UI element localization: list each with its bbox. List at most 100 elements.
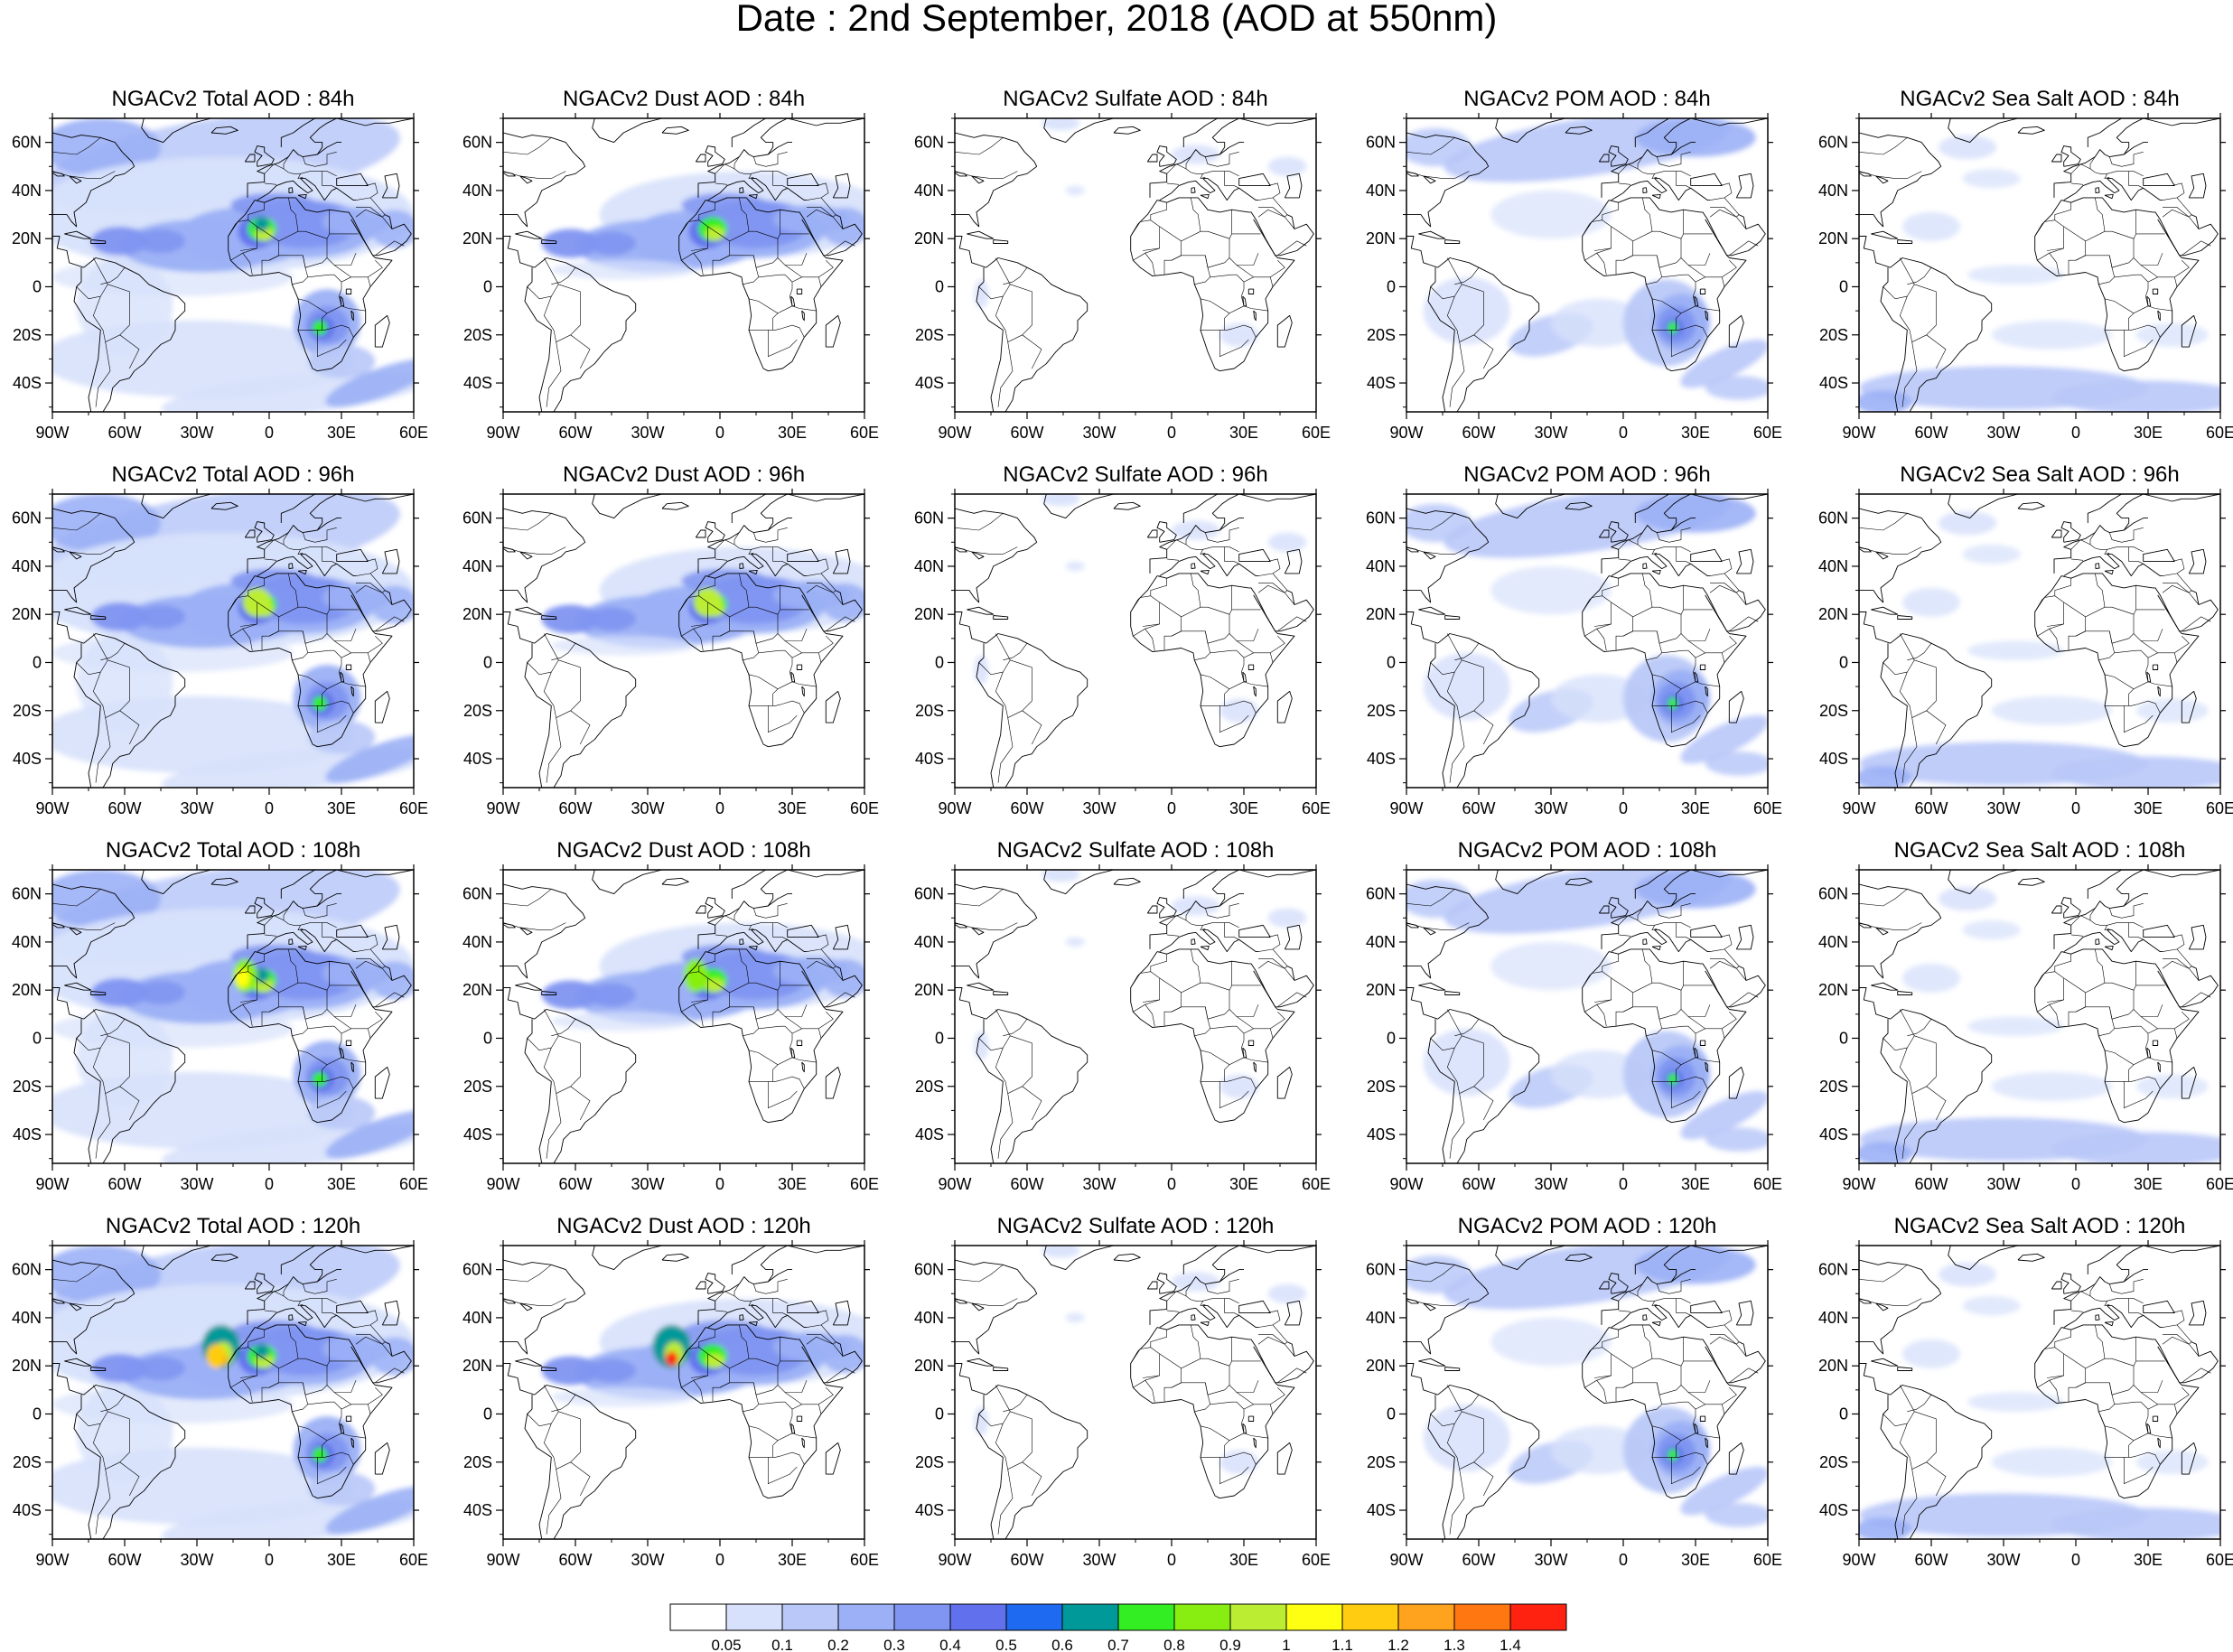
border-line: [2089, 1283, 2096, 1296]
coastline: [52, 132, 135, 228]
border-line: [1680, 1380, 1711, 1393]
border-line: [1709, 182, 1733, 201]
lake-outline: [2157, 1061, 2161, 1073]
border-line: [1658, 1337, 1685, 1367]
aod-blob: [1680, 339, 1768, 388]
coastlines: [1406, 494, 1768, 788]
lon-tick-label: 60E: [1302, 799, 1331, 817]
lake-outline: [69, 927, 82, 936]
border-line: [1446, 257, 1462, 331]
border-line: [1618, 915, 1691, 929]
coastline: [254, 145, 275, 167]
border-line: [2034, 578, 2071, 612]
colorbar-label: 1.3: [1444, 1637, 1465, 1652]
border-line: [955, 889, 1004, 907]
panel-title: NGACv2 Sulfate AOD : 108h: [997, 838, 1275, 863]
lon-tick-label: 60W: [1010, 1175, 1043, 1193]
border-line: [1449, 1093, 1465, 1159]
border-line: [92, 257, 108, 331]
lon-tick-label: 60E: [850, 424, 879, 442]
lat-tick-label: 20N: [914, 1357, 944, 1375]
border-line: [228, 202, 265, 237]
lat-tick-label: 40S: [1367, 1125, 1396, 1143]
aod-blob: [705, 1353, 725, 1368]
coastline: [2051, 905, 2062, 914]
lon-tick-label: 90W: [1842, 424, 1875, 442]
border-line: [553, 1081, 571, 1095]
coastline: [1735, 548, 1754, 574]
coastline: [1859, 987, 1891, 1020]
coastline: [524, 1009, 637, 1163]
border-line: [322, 1298, 337, 1316]
border-line: [1584, 252, 1607, 275]
coastline: [1671, 518, 1696, 531]
lat-tick-label: 20N: [1818, 981, 1848, 999]
lat-tick-label: 60N: [1818, 885, 1848, 903]
coastline: [2124, 1269, 2148, 1283]
border-line: [1637, 532, 1643, 545]
lake-outline: [1699, 664, 1706, 670]
coastline: [748, 569, 758, 575]
aod-blob: [52, 870, 161, 928]
border-line: [789, 282, 817, 312]
aod-blob: [313, 1447, 327, 1462]
border-line: [297, 1301, 304, 1307]
lat-tick-label: 40S: [463, 1501, 492, 1519]
map-background: [955, 1246, 1316, 1539]
lake-outline: [801, 310, 805, 322]
lat-tick-label: 40N: [462, 1309, 492, 1327]
lon-tick-label: 30W: [1082, 1175, 1116, 1193]
lake-outline: [1875, 1302, 1889, 1311]
border-line: [1646, 255, 1663, 285]
border-line: [806, 960, 844, 981]
border-line: [1657, 903, 1691, 919]
coastline: [317, 142, 341, 155]
lat-tick-label: 20S: [915, 1078, 944, 1096]
coastline: [832, 1300, 851, 1326]
aod-blob: [1859, 1142, 1912, 1163]
border-line: [230, 1379, 253, 1403]
border-line: [2128, 171, 2144, 189]
coastline: [374, 690, 390, 723]
coastline: [768, 1269, 792, 1283]
border-line: [1130, 1330, 1167, 1364]
border-line: [715, 1291, 788, 1304]
coastline: [1728, 1442, 1744, 1475]
coastline: [1728, 314, 1744, 348]
coastline: [1897, 615, 1913, 620]
coastline: [787, 1300, 819, 1314]
coastline: [1495, 1246, 1566, 1271]
lat-tick-label: 40S: [13, 1501, 42, 1519]
lake-outline: [69, 551, 82, 560]
border-line: [242, 623, 257, 630]
aod-blob: [1065, 561, 1085, 572]
border-line: [1163, 1382, 1206, 1403]
aod-blob: [52, 118, 161, 176]
border-line: [303, 1279, 337, 1294]
border-line: [355, 182, 378, 201]
aod-blob: [1668, 697, 1677, 710]
border-line: [2123, 705, 2154, 733]
lake-outline: [1875, 927, 1889, 936]
aod-blob: [1172, 145, 1220, 164]
border-line: [368, 259, 383, 278]
border-line: [955, 137, 1004, 155]
border-line: [1661, 649, 1696, 658]
aod-blob: [1705, 376, 1768, 400]
lat-tick-label: 20S: [915, 1453, 944, 1471]
border-line: [1200, 674, 1245, 690]
coastline: [1182, 1246, 1218, 1274]
aod-blob: [2135, 322, 2209, 348]
border-line: [807, 207, 836, 218]
coastline: [2060, 1273, 2081, 1294]
coastline: [1146, 154, 1158, 163]
border-line: [1449, 717, 1465, 783]
border-line: [369, 948, 386, 966]
coastline: [1642, 563, 1648, 570]
border-line: [1901, 1469, 1918, 1535]
coastline: [1427, 1385, 1540, 1539]
coastline: [288, 563, 294, 570]
coastline: [1219, 893, 1244, 907]
coastline: [678, 197, 844, 372]
border-line: [748, 549, 754, 555]
